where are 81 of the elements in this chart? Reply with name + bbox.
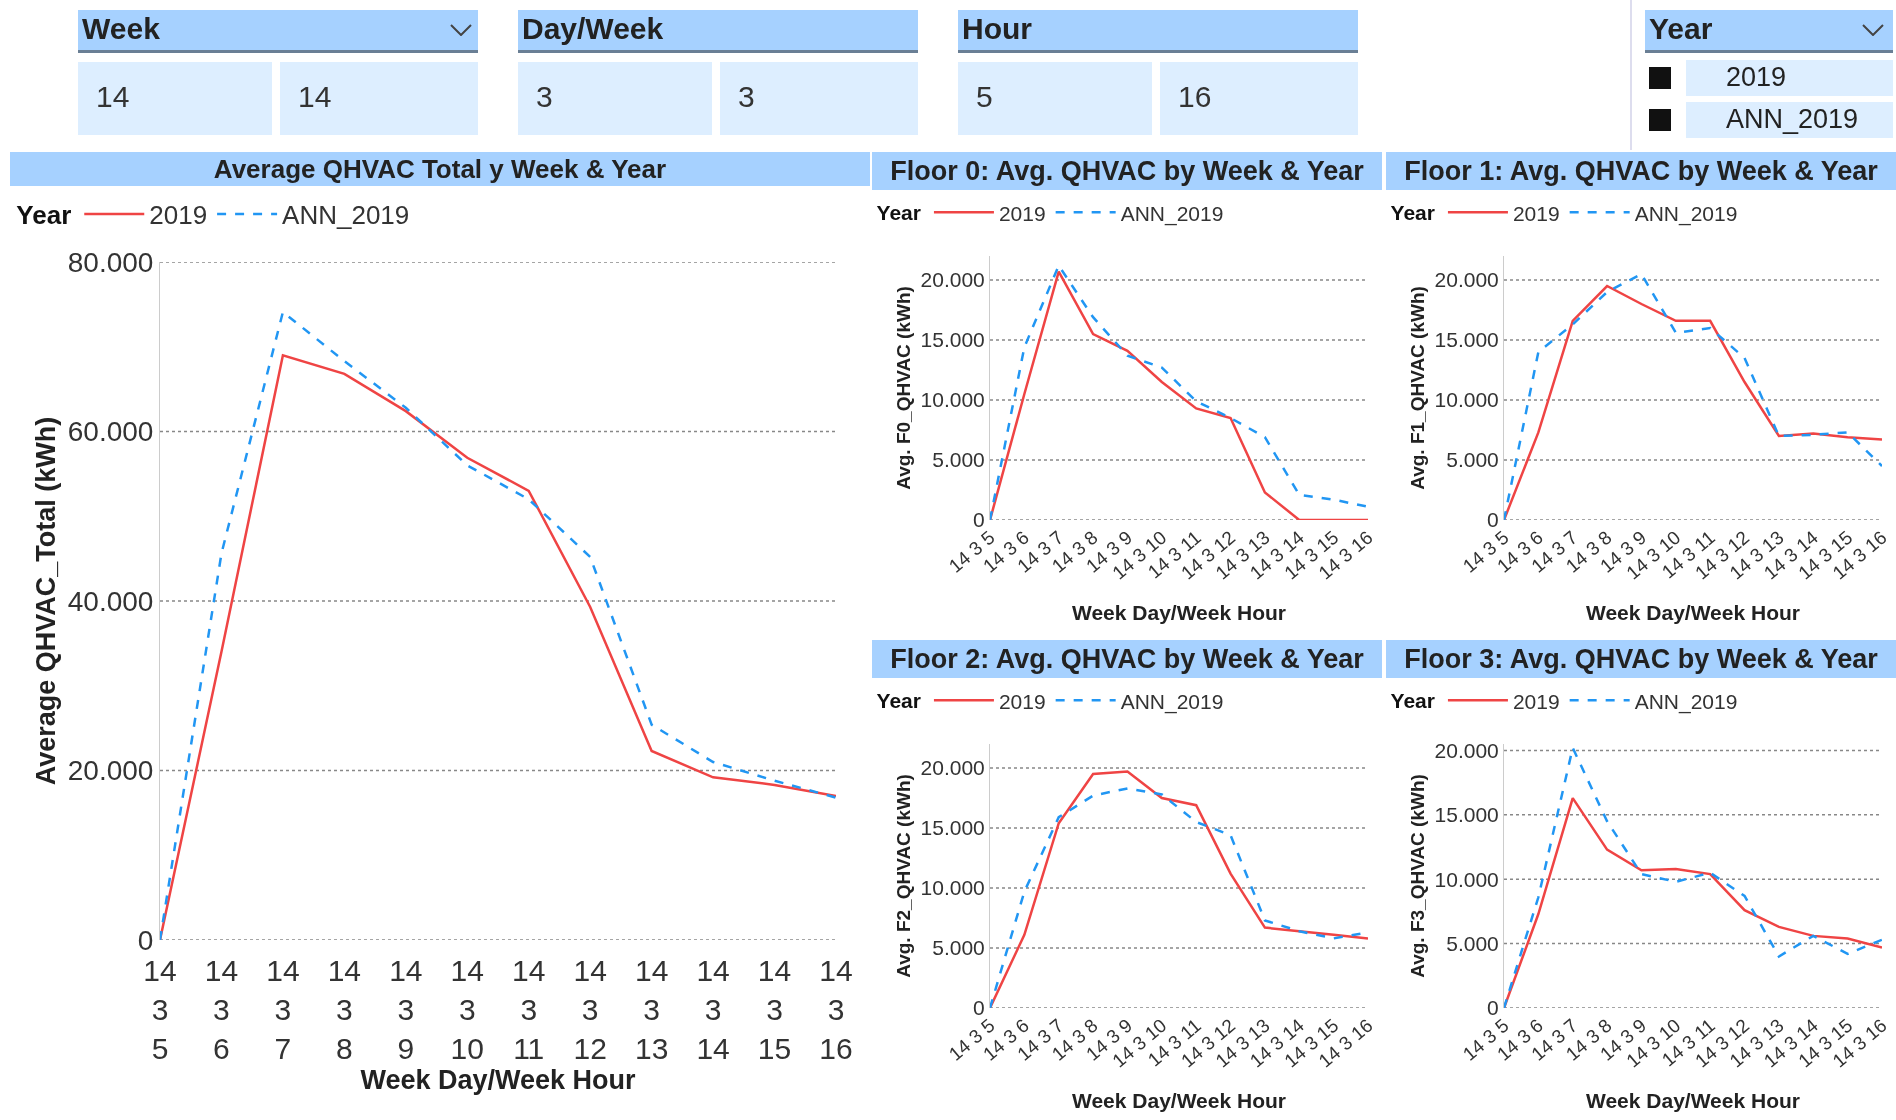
legend-title: Year xyxy=(1390,688,1435,712)
chart-title: Average QHVAC Total y Week & Year xyxy=(10,152,870,186)
text: 14 xyxy=(280,62,478,135)
y-tick-label: 15.000 xyxy=(1434,328,1499,352)
y-tick-label: 0 xyxy=(973,996,985,1020)
x-axis-title: Week Day/Week Hour xyxy=(360,1065,637,1095)
legend-title: Year xyxy=(876,200,921,224)
text: 3 xyxy=(720,62,918,135)
x-tick-label: 14 3 5 xyxy=(143,954,177,1065)
y-tick-label: 80.000 xyxy=(67,246,154,278)
x-tick-label: 14 3 7 xyxy=(266,954,300,1065)
legend-title: Year xyxy=(1390,200,1435,224)
x-axis-title: Week Day/Week Hour xyxy=(1586,1088,1800,1112)
chart-title: Floor 3: Avg. QHVAC by Week & Year xyxy=(1386,640,1896,678)
x-tick-label: 14 3 15 xyxy=(757,954,792,1065)
text: Year xyxy=(1645,10,1893,53)
y-tick-label: 5.000 xyxy=(1446,448,1499,472)
text: Hour xyxy=(958,10,1358,53)
chart-title: Floor 2: Avg. QHVAC by Week & Year xyxy=(872,640,1382,678)
x-tick-label: 14 3 14 xyxy=(696,954,730,1065)
y-tick-label: 20.000 xyxy=(67,755,154,787)
y-axis-title: Avg. F3_QHVAC (kWh) xyxy=(1407,774,1429,978)
y-tick-label: 15.000 xyxy=(920,816,985,840)
line-series xyxy=(1504,746,1882,1008)
y-tick-label: 10.000 xyxy=(920,876,985,900)
x-axis-title: Week Day/Week Hour xyxy=(1586,600,1800,624)
x-tick-label: 14 3 16 xyxy=(819,954,853,1065)
y-axis-title: Avg. F1_QHVAC (kWh) xyxy=(1407,286,1429,490)
legend-label: ANN_2019 xyxy=(1120,201,1224,226)
y-tick-label: 0 xyxy=(973,508,985,532)
line-series xyxy=(1504,796,1882,1008)
y-tick-label: 10.000 xyxy=(1434,388,1499,412)
x-tick-label: 14 3 8 xyxy=(327,954,362,1065)
legend-label: 2019 xyxy=(1512,201,1560,225)
legend-title: Year xyxy=(16,200,72,231)
legend-title: Year xyxy=(876,688,921,712)
x-tick-label: 14 3 10 xyxy=(450,954,484,1065)
text: 2019 xyxy=(1686,60,1893,96)
legend-label: ANN_2019 xyxy=(1634,201,1738,226)
text: Week xyxy=(78,10,478,53)
y-tick-label: 0 xyxy=(1487,508,1499,532)
y-tick-label: 5.000 xyxy=(932,936,985,960)
text: Day/Week xyxy=(518,10,918,53)
y-tick-label: 15.000 xyxy=(1434,803,1499,827)
legend-label: ANN_2019 xyxy=(1634,689,1738,714)
text: 3 xyxy=(518,62,712,135)
x-tick-label: 14 3 11 xyxy=(512,954,546,1065)
y-tick-label: 5.000 xyxy=(1446,931,1499,955)
y-tick-label: 20.000 xyxy=(1434,738,1499,762)
y-tick-label: 5.000 xyxy=(932,448,985,472)
y-tick-label: 10.000 xyxy=(920,388,985,412)
text: ANN_2019 xyxy=(1686,102,1893,138)
y-tick-label: 20.000 xyxy=(920,756,985,780)
y-tick-label: 20.000 xyxy=(1434,268,1499,292)
x-tick-label: 14 3 9 xyxy=(389,954,423,1065)
x-axis-title: Week Day/Week Hour xyxy=(1072,1088,1286,1112)
y-tick-label: 10.000 xyxy=(1434,867,1499,891)
legend-label: 2019 xyxy=(149,200,208,231)
y-axis-title: Avg. F0_QHVAC (kWh) xyxy=(893,286,915,490)
x-tick-label: 14 3 6 xyxy=(204,954,239,1065)
y-axis-title: Avg. F2_QHVAC (kWh) xyxy=(893,774,915,978)
text: 16 xyxy=(1160,62,1358,135)
text: 5 xyxy=(958,62,1152,135)
x-axis-title: Week Day/Week Hour xyxy=(1072,600,1286,624)
chart-title: Floor 0: Avg. QHVAC by Week & Year xyxy=(872,152,1382,190)
legend-label: 2019 xyxy=(1512,689,1560,713)
chart-title: Floor 1: Avg. QHVAC by Week & Year xyxy=(1386,152,1896,190)
legend-label: 2019 xyxy=(998,201,1046,225)
y-tick-label: 15.000 xyxy=(920,328,985,352)
legend-label: 2019 xyxy=(998,689,1046,713)
x-tick-label: 14 3 13 xyxy=(634,954,669,1065)
y-tick-label: 40.000 xyxy=(67,585,154,617)
y-tick-label: 0 xyxy=(137,924,154,956)
y-tick-label: 60.000 xyxy=(67,416,154,448)
legend-label: ANN_2019 xyxy=(282,200,410,231)
legend-label: ANN_2019 xyxy=(1120,689,1224,714)
text: 14 xyxy=(78,62,272,135)
y-tick-label: 0 xyxy=(1487,996,1499,1020)
y-tick-label: 20.000 xyxy=(920,268,985,292)
x-tick-label: 14 3 12 xyxy=(573,954,607,1065)
y-axis-title: Average QHVAC_Total (kWh) xyxy=(30,416,61,786)
